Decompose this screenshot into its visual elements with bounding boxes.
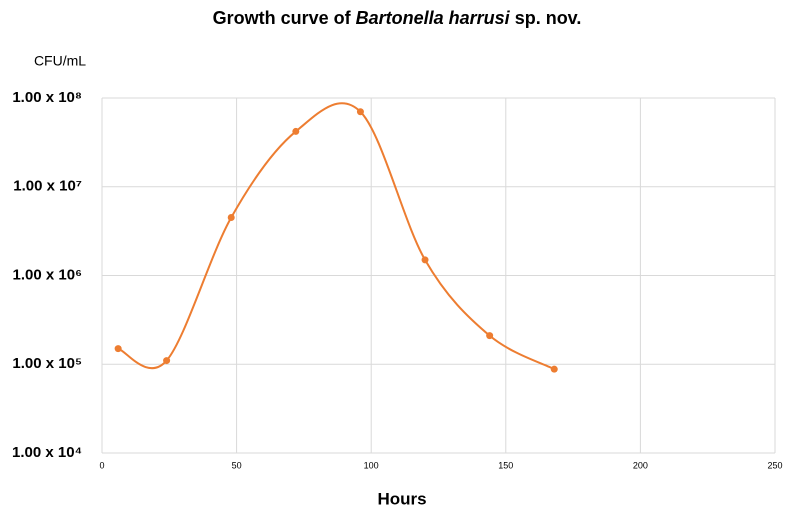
y-tick-label: 1.00 x 10⁷ [13, 178, 82, 195]
y-tick-label: 1.00 x 10⁴ [12, 444, 82, 461]
data-point [486, 332, 494, 340]
y-tick-label: 1.00 x 10⁶ [13, 266, 82, 283]
data-point [114, 345, 122, 353]
x-axis-label: Hours [377, 489, 426, 508]
data-point [550, 365, 558, 373]
title-part: Bartonella harrusi [356, 8, 511, 28]
data-point [227, 214, 235, 222]
series-line [117, 102, 555, 371]
x-tick-label: 250 [767, 460, 782, 470]
title-part: Growth curve of [213, 8, 356, 28]
data-point [356, 108, 364, 116]
data-point [163, 357, 171, 365]
x-tick-label: 0 [99, 460, 104, 470]
data-point [421, 256, 429, 264]
data-point [292, 127, 300, 135]
x-tick-label: 150 [498, 460, 513, 470]
x-tick-label: 200 [633, 460, 648, 470]
title-part: sp. nov. [510, 8, 582, 28]
chart-title: Growth curve of Bartonella harrusi sp. n… [213, 8, 582, 28]
y-tick-label: 1.00 x 10⁸ [12, 89, 82, 106]
x-tick-label: 50 [232, 460, 242, 470]
y-tick-label: 1.00 x 10⁵ [12, 355, 82, 372]
x-tick-label: 100 [364, 460, 379, 470]
y-axis-label: CFU/mL [34, 53, 86, 69]
